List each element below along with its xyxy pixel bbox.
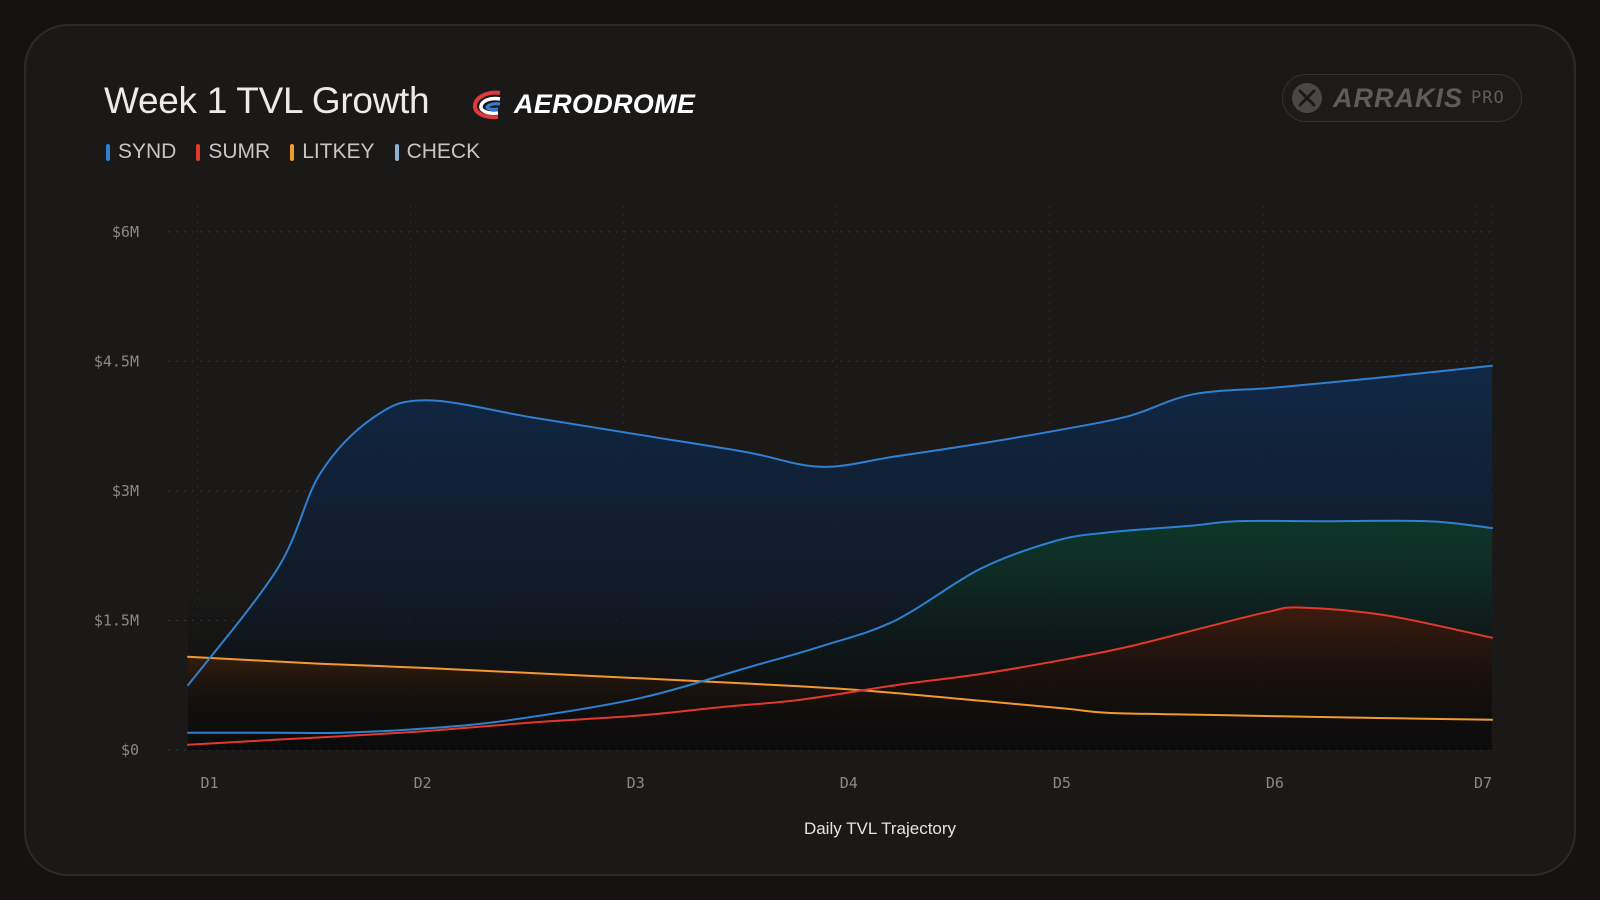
- y-tick-label: $4.5M: [94, 352, 139, 370]
- chart-title: Week 1 TVL Growth: [104, 80, 430, 121]
- legend-label-synd: SYND: [118, 140, 177, 163]
- y-tick-label: $3M: [112, 482, 139, 500]
- legend-label-check: CHECK: [406, 140, 481, 163]
- legend-item-synd: SYND: [106, 140, 176, 164]
- line-litkey: [187, 655, 1493, 721]
- x-tick-label: D6: [1266, 774, 1284, 792]
- legend-label-sumr: SUMR: [208, 140, 271, 163]
- pro-tag: PRO: [1471, 88, 1505, 108]
- line-check: [187, 519, 1493, 735]
- x-tick-label: D2: [414, 774, 432, 792]
- x-tick-label: D5: [1053, 774, 1071, 792]
- y-tick-label: $0: [121, 741, 139, 759]
- x-tick-label: D3: [627, 774, 645, 792]
- chart-legend: SYND SUMR LITKEY CHECK: [106, 140, 500, 164]
- legend-swatch-synd: [106, 143, 110, 161]
- x-axis-label: Daily TVL Trajectory: [804, 819, 957, 838]
- tvl-area-chart: $0 $1.5M $3M $4.5M $6M D1 D2 D3 D4 D5 D6 D7 Daily …: [94, 206, 1493, 838]
- y-tick-label: $6M: [112, 223, 139, 241]
- aerodrome-logo-icon: [472, 90, 501, 120]
- legend-item-litkey: LITKEY: [290, 140, 375, 164]
- aerodrome-name: AERODROME: [514, 88, 696, 119]
- y-axis-ticks: $0 $1.5M $3M $4.5M $6M: [94, 223, 139, 759]
- arrakis-logo-icon: [1292, 83, 1322, 113]
- floor-shade: [188, 585, 1492, 750]
- legend-swatch-check: [394, 143, 399, 161]
- arrakis-name: ARRAKIS: [1333, 82, 1464, 113]
- y-tick-label: $1.5M: [94, 611, 139, 629]
- legend-swatch-litkey: [290, 143, 295, 161]
- x-tick-label: D7: [1474, 774, 1492, 792]
- aerodrome-brand: AERODROME: [470, 84, 695, 124]
- line-sumr: [187, 606, 1493, 746]
- x-tick-label: D1: [201, 774, 219, 792]
- x-axis-ticks: D1 D2 D3 D4 D5 D6 D7: [201, 774, 1492, 792]
- chart-card: Week 1 TVL Growth AERODROME ARRAKIS PRO …: [24, 24, 1576, 876]
- legend-item-sumr: SUMR: [196, 140, 270, 164]
- arrakis-pro-badge: ARRAKIS PRO: [1282, 74, 1522, 122]
- legend-item-check: CHECK: [394, 140, 481, 164]
- x-tick-label: D4: [840, 774, 858, 792]
- legend-swatch-sumr: [196, 143, 201, 161]
- line-layer: [187, 364, 1493, 746]
- legend-label-litkey: LITKEY: [302, 140, 375, 163]
- line-synd: [187, 364, 1493, 687]
